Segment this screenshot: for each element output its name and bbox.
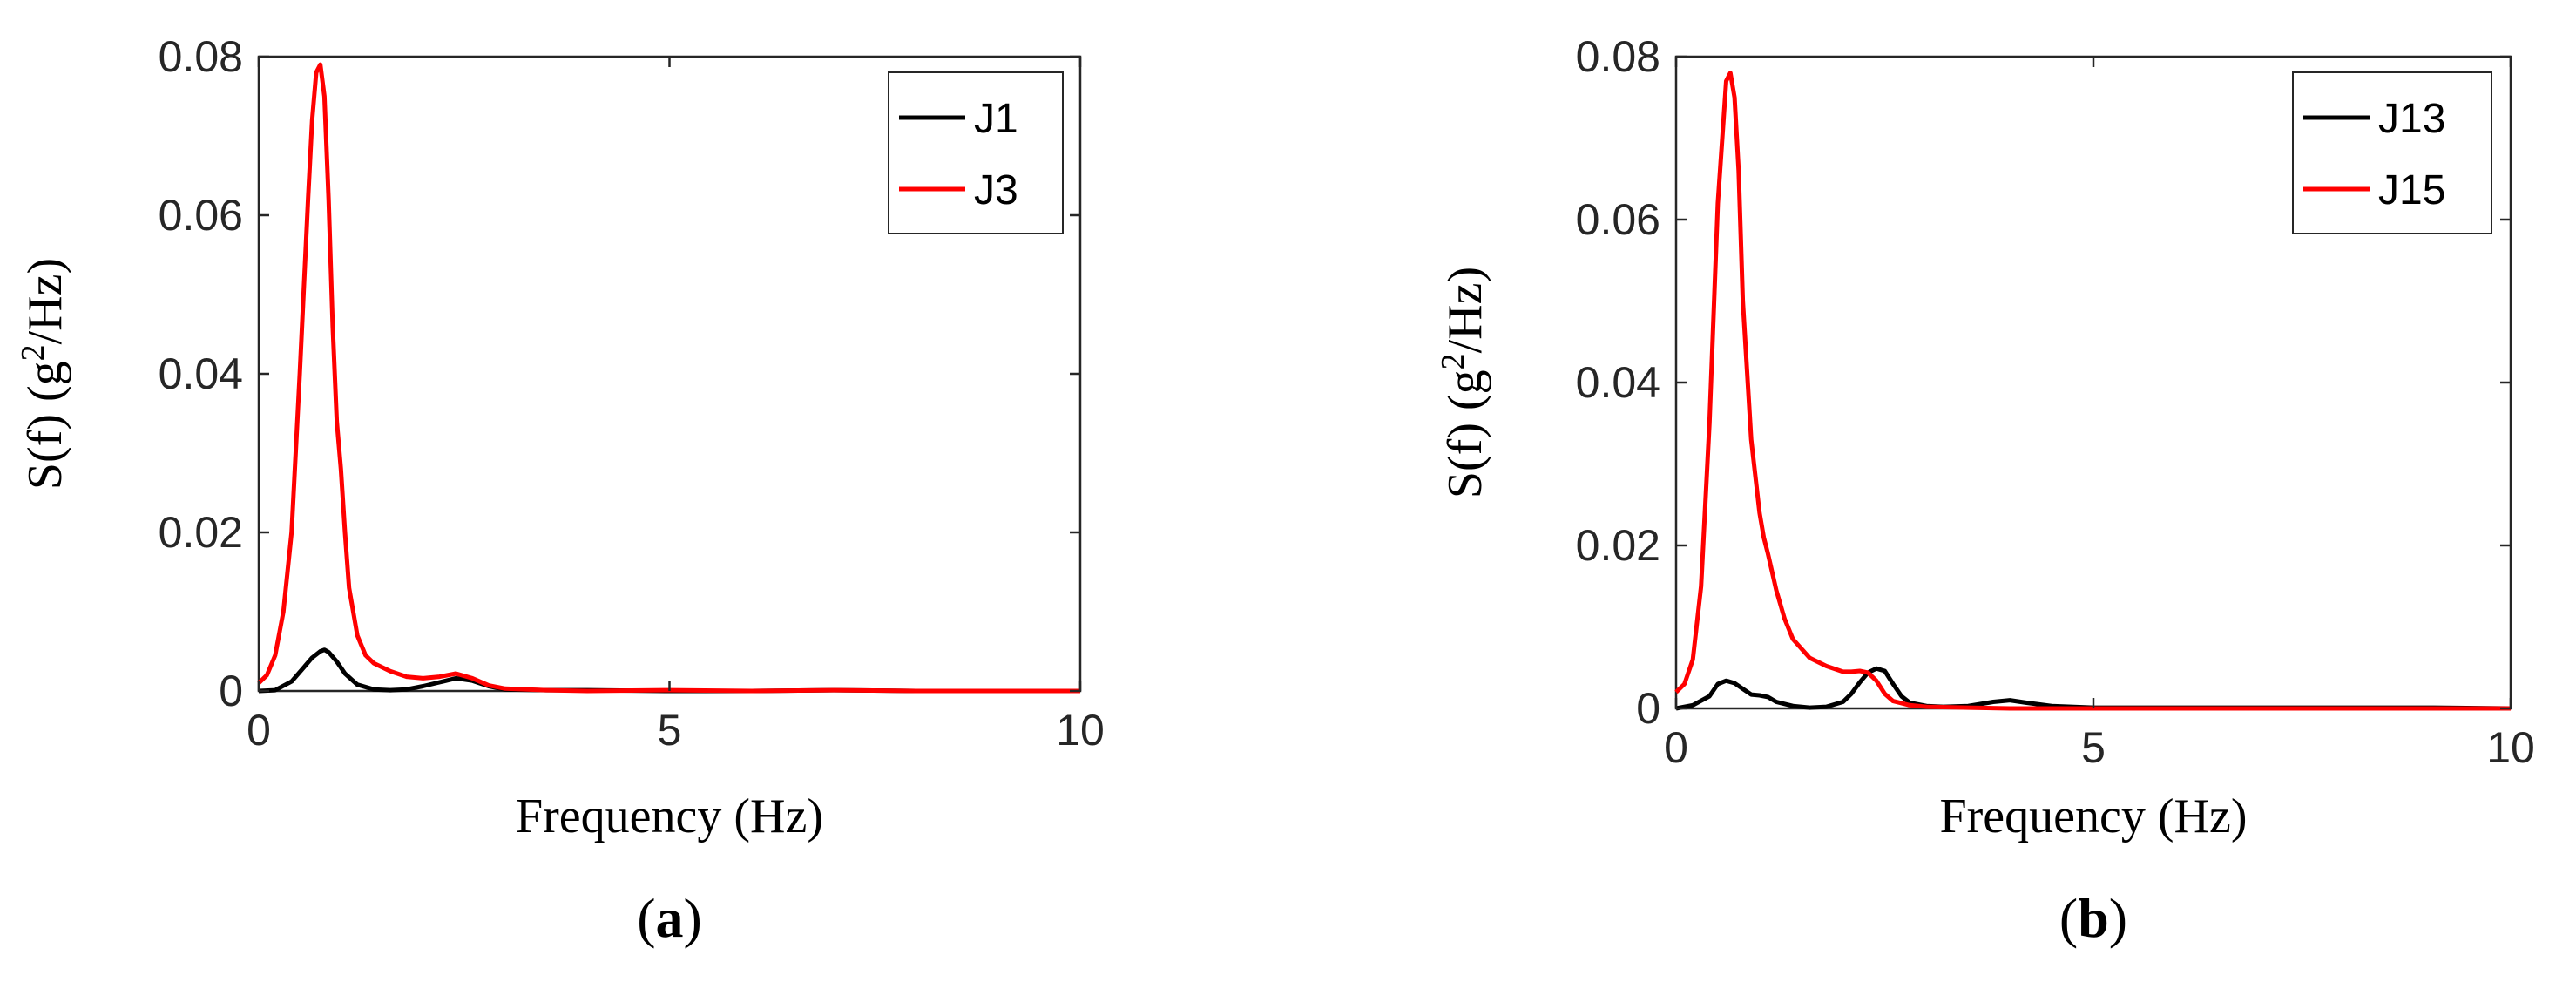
y-axis-label: S(f) (g2/Hz)	[15, 258, 72, 490]
legend-label-j13: J13	[2378, 96, 2445, 142]
x-tick-label: 0	[1664, 723, 1688, 772]
y-tick-label: 0.02	[159, 508, 243, 557]
y-tick-label: 0	[1636, 684, 1660, 733]
x-axis-label: Frequency (Hz)	[1940, 789, 2248, 843]
legend-label-j3: J3	[974, 167, 1018, 213]
y-tick-label: 0.06	[159, 191, 243, 240]
x-tick-label: 5	[2081, 723, 2106, 772]
y-tick-label: 0.08	[1576, 32, 1660, 81]
series-group	[1674, 71, 2512, 711]
chart-panel-a: 0 5 10 0 0.02 0.04 0.06 0.08 Frequency (Hz) S(f) …	[15, 32, 1105, 949]
y-tick-label: 0.04	[159, 349, 243, 398]
y-tick-label: 0.08	[159, 32, 243, 81]
x-tick-label: 10	[2486, 723, 2535, 772]
series-line-j3	[257, 62, 1080, 694]
x-tick-label: 5	[658, 706, 682, 755]
y-tick-label: 0	[219, 667, 243, 715]
chart-panel-b: 0 5 10 0 0.02 0.04 0.06 0.08 Frequency (Hz) S(f) …	[1435, 32, 2535, 949]
x-tick-label: 10	[1056, 706, 1105, 755]
legend: J13 J15	[2292, 71, 2492, 234]
panel-label: (b)	[2059, 887, 2127, 949]
legend-box	[2292, 71, 2492, 234]
legend-label-j1: J1	[974, 96, 1018, 142]
legend: J1 J3	[888, 71, 1064, 234]
y-tick-label: 0.06	[1576, 195, 1660, 244]
series-line-j15	[1674, 71, 2511, 711]
x-axis-label: Frequency (Hz)	[516, 789, 823, 843]
series-group	[257, 62, 1080, 694]
y-tick-label: 0.02	[1576, 521, 1660, 570]
legend-box	[888, 71, 1064, 234]
panel-label: (a)	[637, 887, 702, 949]
y-tick-label: 0.04	[1576, 358, 1660, 407]
y-axis-label: S(f) (g2/Hz)	[1435, 267, 1492, 498]
x-tick-label: 0	[247, 706, 271, 755]
legend-label-j15: J15	[2378, 167, 2445, 213]
